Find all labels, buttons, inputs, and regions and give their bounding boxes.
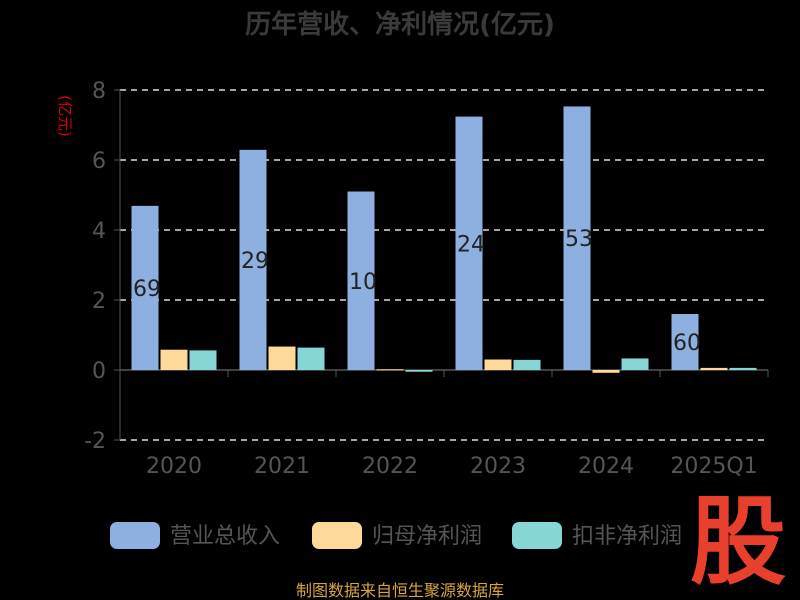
data-label: 29	[241, 249, 269, 274]
bar	[405, 370, 433, 372]
bar	[563, 106, 591, 370]
bar	[297, 347, 325, 370]
bar	[347, 191, 375, 370]
bar	[729, 367, 757, 370]
y-tick-label: 4	[92, 219, 106, 244]
grid-lines	[120, 89, 768, 441]
data-label: 53	[565, 227, 593, 252]
legend-label: 扣非净利润	[572, 524, 682, 549]
x-tick-label: 2020	[146, 454, 202, 479]
stamp-logo: 股	[690, 486, 786, 598]
bar	[268, 346, 296, 370]
data-label: 10	[349, 270, 377, 295]
legend: 营业总收入 归母净利润 扣非净利润	[110, 522, 682, 549]
legend-swatch	[512, 522, 562, 549]
bar	[455, 116, 483, 370]
y-tick-label: 6	[92, 149, 106, 174]
bar	[239, 149, 267, 370]
x-tick-label: 2024	[578, 454, 634, 479]
x-tick-label: 2023	[470, 454, 526, 479]
bar	[513, 359, 541, 370]
data-label: 69	[133, 277, 161, 302]
bar	[131, 205, 159, 370]
bar	[592, 370, 620, 373]
x-tick-label: 2022	[362, 454, 418, 479]
x-tick-label: 2021	[254, 454, 310, 479]
legend-swatch	[110, 522, 160, 549]
bar	[700, 367, 728, 370]
chart-title: 历年营收、净利情况(亿元)	[245, 9, 555, 40]
data-label: 60	[673, 331, 701, 356]
bars	[131, 106, 757, 373]
y-tick-label: -2	[84, 429, 106, 454]
legend-label: 营业总收入	[170, 524, 280, 549]
legend-label: 归母净利润	[372, 524, 482, 549]
y-tick-label: 0	[92, 359, 106, 384]
data-labels: 69 29 10 24 53 60	[133, 227, 701, 356]
bar	[621, 358, 649, 370]
y-tick-label: 2	[92, 289, 106, 314]
bar	[484, 359, 512, 370]
y-tick-label: 8	[92, 79, 106, 104]
bar	[376, 369, 404, 371]
bar	[671, 314, 699, 370]
data-label: 24	[457, 232, 485, 257]
bar	[189, 350, 217, 370]
bar	[160, 349, 188, 370]
legend-swatch	[312, 522, 362, 549]
y-axis-label: (亿元)	[56, 95, 74, 137]
x-tick-label: 2025Q1	[670, 454, 757, 479]
source-note: 制图数据来自恒生聚源数据库	[296, 581, 504, 600]
